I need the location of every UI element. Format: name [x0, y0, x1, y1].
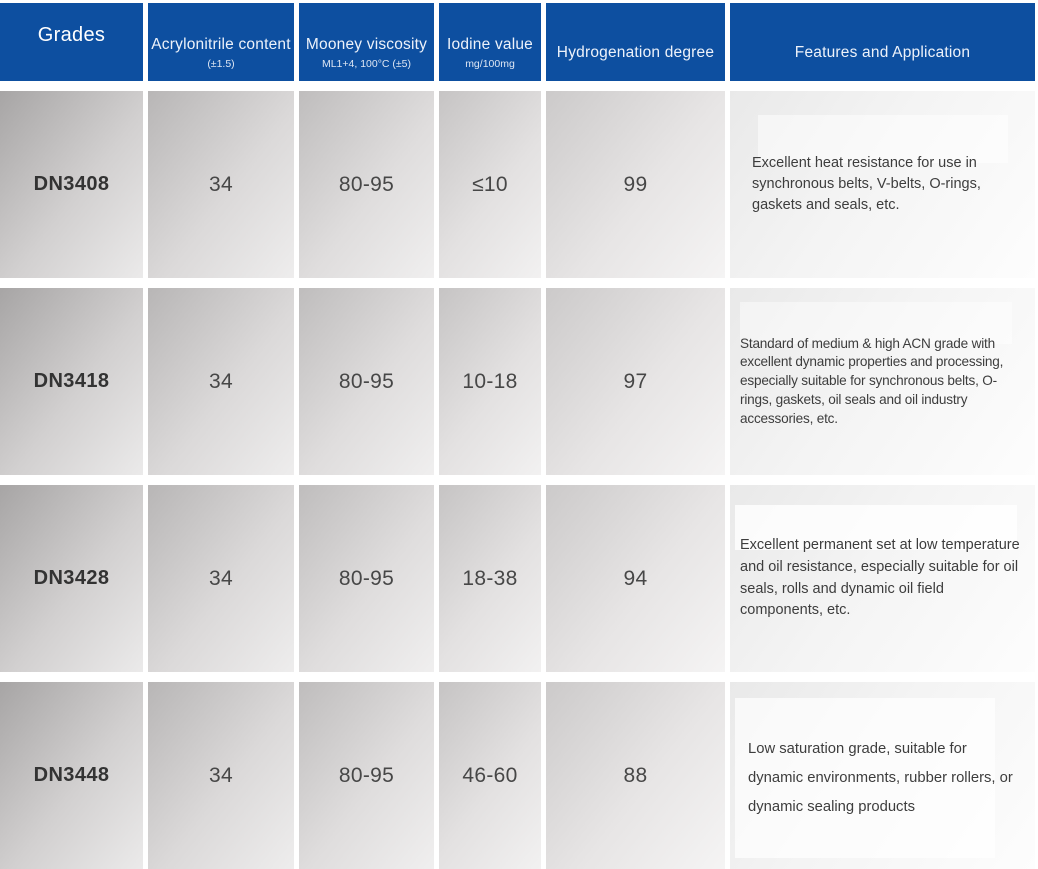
features-cell: Standard of medium & high ACN grade with… [730, 288, 1035, 475]
header-cell-grades: Grades [0, 3, 143, 81]
grade-cell: DN3408 [0, 91, 143, 278]
mooney-cell: 80-95 [299, 682, 434, 869]
hydrogenation-value: 97 [623, 369, 648, 393]
header-label: Mooney viscosity [305, 36, 428, 54]
mooney-value: 80-95 [338, 172, 395, 196]
mooney-cell: 80-95 [299, 485, 434, 672]
grade-label: DN3408 [33, 173, 110, 195]
features-cell: Excellent permanent set at low temperatu… [730, 485, 1035, 672]
acrylonitrile-value: 34 [209, 369, 233, 393]
features-text: Low saturation grade, suitable for dynam… [748, 741, 1013, 815]
iodine-cell: ≤10 [439, 91, 541, 278]
features-text: Standard of medium & high ACN grade with… [740, 335, 1004, 426]
mooney-cell: 80-95 [299, 288, 434, 475]
grade-label: DN3448 [33, 764, 110, 786]
features-text: Excellent heat resistance for use in syn… [752, 154, 981, 213]
acrylonitrile-cell: 34 [148, 485, 294, 672]
header-label: Features and Application [794, 44, 971, 62]
features-cell: Excellent heat resistance for use in syn… [730, 91, 1035, 278]
iodine-value: ≤10 [472, 172, 508, 196]
iodine-cell: 46-60 [439, 682, 541, 869]
mooney-value: 80-95 [338, 566, 395, 590]
acrylonitrile-cell: 34 [148, 288, 294, 475]
acrylonitrile-value: 34 [209, 763, 233, 787]
header-sublabel: ML1+4, 100°C (±5) [321, 57, 412, 70]
iodine-value: 10-18 [462, 369, 518, 393]
header-cell-mooney-viscosity: Mooney viscosity ML1+4, 100°C (±5) [299, 3, 434, 81]
iodine-cell: 10-18 [439, 288, 541, 475]
acrylonitrile-value: 34 [209, 172, 233, 196]
header-cell-hydrogenation-degree: Hydrogenation degree [546, 3, 725, 81]
iodine-value: 46-60 [462, 763, 518, 787]
header-cell-features-application: Features and Application [730, 3, 1035, 81]
features-cell: Low saturation grade, suitable for dynam… [730, 682, 1035, 869]
mooney-cell: 80-95 [299, 91, 434, 278]
grade-label: DN3428 [33, 567, 110, 589]
header-grades-label: Grades [37, 23, 106, 46]
header-cell-acrylonitrile-content: Acrylonitrile content (±1.5) [148, 3, 294, 81]
mooney-value: 80-95 [338, 763, 395, 787]
hydrogenation-value: 99 [623, 172, 648, 196]
hydrogenation-cell: 97 [546, 288, 725, 475]
iodine-cell: 18-38 [439, 485, 541, 672]
header-sublabel: (±1.5) [207, 57, 235, 70]
hydrogenation-value: 88 [623, 763, 648, 787]
grade-cell: DN3428 [0, 485, 143, 672]
features-text: Excellent permanent set at low temperatu… [740, 537, 1020, 619]
acrylonitrile-cell: 34 [148, 682, 294, 869]
highlight-patch [740, 302, 1012, 344]
grade-cell: DN3418 [0, 288, 143, 475]
acrylonitrile-value: 34 [209, 566, 233, 590]
hydrogenation-cell: 88 [546, 682, 725, 869]
acrylonitrile-cell: 34 [148, 91, 294, 278]
hydrogenation-cell: 99 [546, 91, 725, 278]
header-label: Hydrogenation degree [556, 44, 715, 62]
hydrogenation-value: 94 [623, 566, 648, 590]
highlight-patch [735, 505, 1017, 550]
grade-cell: DN3448 [0, 682, 143, 869]
header-cell-iodine-value: Iodine value mg/100mg [439, 3, 541, 81]
grade-label: DN3418 [33, 370, 110, 392]
mooney-value: 80-95 [338, 369, 395, 393]
header-label: Acrylonitrile content [151, 36, 291, 54]
header-sublabel: mg/100mg [465, 57, 515, 70]
iodine-value: 18-38 [462, 566, 518, 590]
highlight-patch [758, 115, 1008, 163]
hydrogenation-cell: 94 [546, 485, 725, 672]
highlight-patch [735, 698, 995, 858]
header-label: Iodine value [447, 36, 533, 54]
